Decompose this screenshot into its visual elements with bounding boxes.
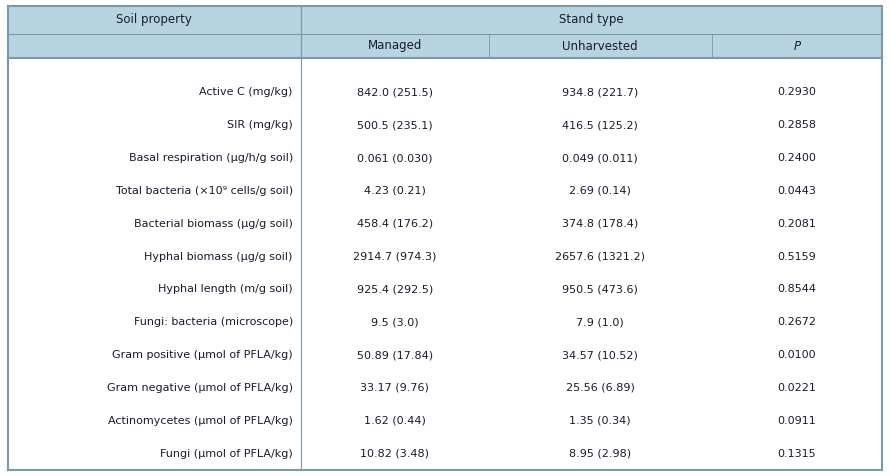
Text: 458.4 (176.2): 458.4 (176.2) bbox=[357, 219, 433, 229]
Text: 2.69 (0.14): 2.69 (0.14) bbox=[570, 186, 631, 196]
Bar bbox=[8, 404, 882, 437]
Text: 0.2400: 0.2400 bbox=[777, 153, 816, 163]
Bar bbox=[489, 34, 712, 58]
Bar bbox=[8, 338, 882, 371]
Bar bbox=[8, 175, 882, 208]
Text: Gram negative (µmol of PFLA/kg): Gram negative (µmol of PFLA/kg) bbox=[107, 383, 293, 393]
Text: 50.89 (17.84): 50.89 (17.84) bbox=[357, 350, 433, 360]
Bar bbox=[8, 437, 882, 470]
Text: 0.0221: 0.0221 bbox=[777, 383, 816, 393]
Bar bbox=[8, 273, 882, 306]
Text: 0.5159: 0.5159 bbox=[777, 252, 816, 262]
Text: 925.4 (292.5): 925.4 (292.5) bbox=[357, 285, 433, 295]
Text: Actinomycetes (µmol of PFLA/kg): Actinomycetes (µmol of PFLA/kg) bbox=[108, 416, 293, 426]
Text: 8.95 (2.98): 8.95 (2.98) bbox=[569, 448, 631, 458]
Text: Hyphal length (m/g soil): Hyphal length (m/g soil) bbox=[158, 285, 293, 295]
Text: 0.1315: 0.1315 bbox=[778, 448, 816, 458]
Text: Bacterial biomass (µg/g soil): Bacterial biomass (µg/g soil) bbox=[134, 219, 293, 229]
Bar bbox=[8, 34, 301, 58]
Bar bbox=[301, 6, 882, 34]
Text: Gram positive (µmol of PFLA/kg): Gram positive (µmol of PFLA/kg) bbox=[112, 350, 293, 360]
Text: P: P bbox=[793, 40, 800, 52]
Text: 0.8544: 0.8544 bbox=[777, 285, 816, 295]
Text: Managed: Managed bbox=[368, 40, 422, 52]
Bar bbox=[8, 6, 301, 34]
Bar bbox=[8, 371, 882, 404]
Bar bbox=[8, 306, 882, 338]
Text: 0.061 (0.030): 0.061 (0.030) bbox=[357, 153, 433, 163]
Text: 34.57 (10.52): 34.57 (10.52) bbox=[562, 350, 638, 360]
Text: 1.35 (0.34): 1.35 (0.34) bbox=[570, 416, 631, 426]
Text: 2914.7 (974.3): 2914.7 (974.3) bbox=[353, 252, 436, 262]
Bar bbox=[712, 34, 882, 58]
Text: 7.9 (1.0): 7.9 (1.0) bbox=[576, 317, 624, 327]
Text: 934.8 (221.7): 934.8 (221.7) bbox=[562, 88, 638, 98]
Text: 1.62 (0.44): 1.62 (0.44) bbox=[364, 416, 425, 426]
Text: Fungi: bacteria (microscope): Fungi: bacteria (microscope) bbox=[134, 317, 293, 327]
Text: 374.8 (178.4): 374.8 (178.4) bbox=[562, 219, 638, 229]
Text: 500.5 (235.1): 500.5 (235.1) bbox=[357, 120, 433, 130]
Text: Active C (mg/kg): Active C (mg/kg) bbox=[199, 88, 293, 98]
Bar bbox=[8, 208, 882, 240]
Text: Stand type: Stand type bbox=[559, 13, 624, 27]
Text: 0.0443: 0.0443 bbox=[777, 186, 816, 196]
Text: 0.2858: 0.2858 bbox=[777, 120, 816, 130]
Text: 4.23 (0.21): 4.23 (0.21) bbox=[364, 186, 425, 196]
Bar bbox=[8, 240, 882, 273]
Text: 950.5 (473.6): 950.5 (473.6) bbox=[562, 285, 638, 295]
Text: 416.5 (125.2): 416.5 (125.2) bbox=[562, 120, 638, 130]
Text: SIR (mg/kg): SIR (mg/kg) bbox=[227, 120, 293, 130]
Bar bbox=[8, 109, 882, 142]
Text: 0.2081: 0.2081 bbox=[777, 219, 816, 229]
Bar bbox=[8, 142, 882, 175]
Bar bbox=[301, 34, 489, 58]
Text: Fungi (µmol of PFLA/kg): Fungi (µmol of PFLA/kg) bbox=[160, 448, 293, 458]
Text: 0.0911: 0.0911 bbox=[777, 416, 816, 426]
Text: 842.0 (251.5): 842.0 (251.5) bbox=[357, 88, 433, 98]
Text: Soil property: Soil property bbox=[117, 13, 192, 27]
Text: 0.2672: 0.2672 bbox=[777, 317, 816, 327]
Text: Hyphal biomass (µg/g soil): Hyphal biomass (µg/g soil) bbox=[144, 252, 293, 262]
Text: Unharvested: Unharvested bbox=[562, 40, 638, 52]
Text: 25.56 (6.89): 25.56 (6.89) bbox=[566, 383, 635, 393]
Text: 0.049 (0.011): 0.049 (0.011) bbox=[562, 153, 638, 163]
Text: Total bacteria (×10⁹ cells/g soil): Total bacteria (×10⁹ cells/g soil) bbox=[116, 186, 293, 196]
Text: 0.0100: 0.0100 bbox=[778, 350, 816, 360]
Text: 33.17 (9.76): 33.17 (9.76) bbox=[360, 383, 429, 393]
Text: 0.2930: 0.2930 bbox=[777, 88, 816, 98]
Bar bbox=[8, 76, 882, 109]
Text: Basal respiration (µg/h/g soil): Basal respiration (µg/h/g soil) bbox=[128, 153, 293, 163]
Text: 2657.6 (1321.2): 2657.6 (1321.2) bbox=[555, 252, 645, 262]
Text: 9.5 (3.0): 9.5 (3.0) bbox=[371, 317, 418, 327]
Text: 10.82 (3.48): 10.82 (3.48) bbox=[360, 448, 429, 458]
